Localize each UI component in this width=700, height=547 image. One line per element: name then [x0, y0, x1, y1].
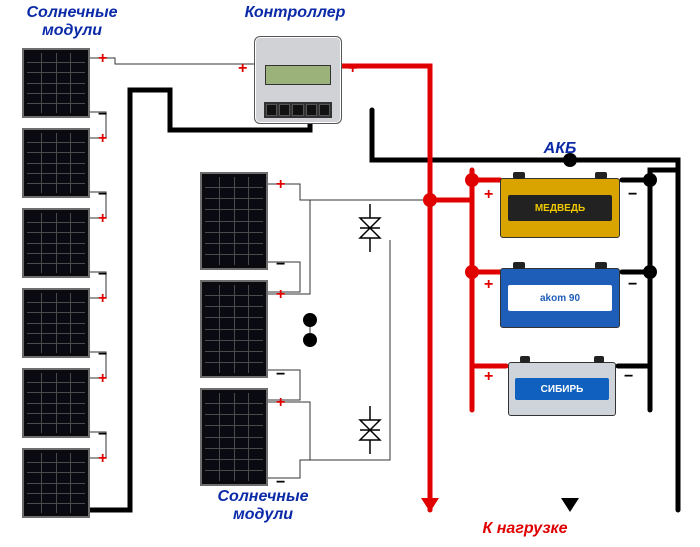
plus-mark: + — [348, 60, 357, 78]
plus-mark: + — [276, 394, 285, 412]
label-solar-bottom: Солнечныемодули — [198, 488, 328, 523]
controller-ports — [264, 102, 333, 117]
controller-lcd — [265, 65, 330, 86]
solar-panel — [22, 128, 90, 198]
battery: МЕДВЕДЬ — [500, 178, 620, 238]
battery-label: akom 90 — [508, 285, 612, 311]
diagram-root: Солнечныемодули Контроллер АКБ Солнечные… — [0, 0, 700, 547]
minus-mark: − — [98, 106, 107, 124]
solar-panel — [22, 208, 90, 278]
minus-mark: − — [98, 502, 107, 520]
plus-mark: + — [98, 130, 107, 148]
minus-mark: − — [98, 266, 107, 284]
minus-mark: − — [624, 368, 633, 386]
plus-mark: + — [484, 186, 493, 204]
label-controller: Контроллер — [230, 4, 360, 22]
plus-mark: + — [98, 290, 107, 308]
plus-mark: + — [98, 450, 107, 468]
label-akb: АКБ — [530, 140, 590, 158]
minus-mark: − — [276, 474, 285, 492]
minus-mark: − — [98, 186, 107, 204]
solar-panel — [200, 172, 268, 270]
charge-controller — [254, 36, 342, 124]
minus-mark: − — [276, 256, 285, 274]
battery: akom 90 — [500, 268, 620, 328]
solar-panel — [200, 280, 268, 378]
minus-mark: − — [98, 346, 107, 364]
solar-panel — [22, 368, 90, 438]
plus-mark: + — [484, 368, 493, 386]
solar-panel — [22, 288, 90, 358]
minus-mark: − — [98, 426, 107, 444]
label-solar-left: Солнечныемодули — [12, 4, 132, 39]
battery: СИБИРЬ — [508, 362, 616, 416]
plus-mark: + — [238, 60, 247, 78]
plus-mark: + — [484, 276, 493, 294]
minus-mark: − — [276, 366, 285, 384]
label-load: К нагрузке — [460, 520, 590, 538]
solar-panel — [200, 388, 268, 486]
plus-mark: + — [98, 370, 107, 388]
plus-mark: + — [98, 210, 107, 228]
battery-label: СИБИРЬ — [515, 378, 608, 401]
minus-mark: − — [628, 186, 637, 204]
plus-mark: + — [98, 50, 107, 68]
plus-mark: + — [276, 286, 285, 304]
solar-panel — [22, 448, 90, 518]
minus-mark: − — [628, 276, 637, 294]
plus-mark: + — [276, 176, 285, 194]
battery-label: МЕДВЕДЬ — [508, 195, 612, 221]
solar-panel — [22, 48, 90, 118]
